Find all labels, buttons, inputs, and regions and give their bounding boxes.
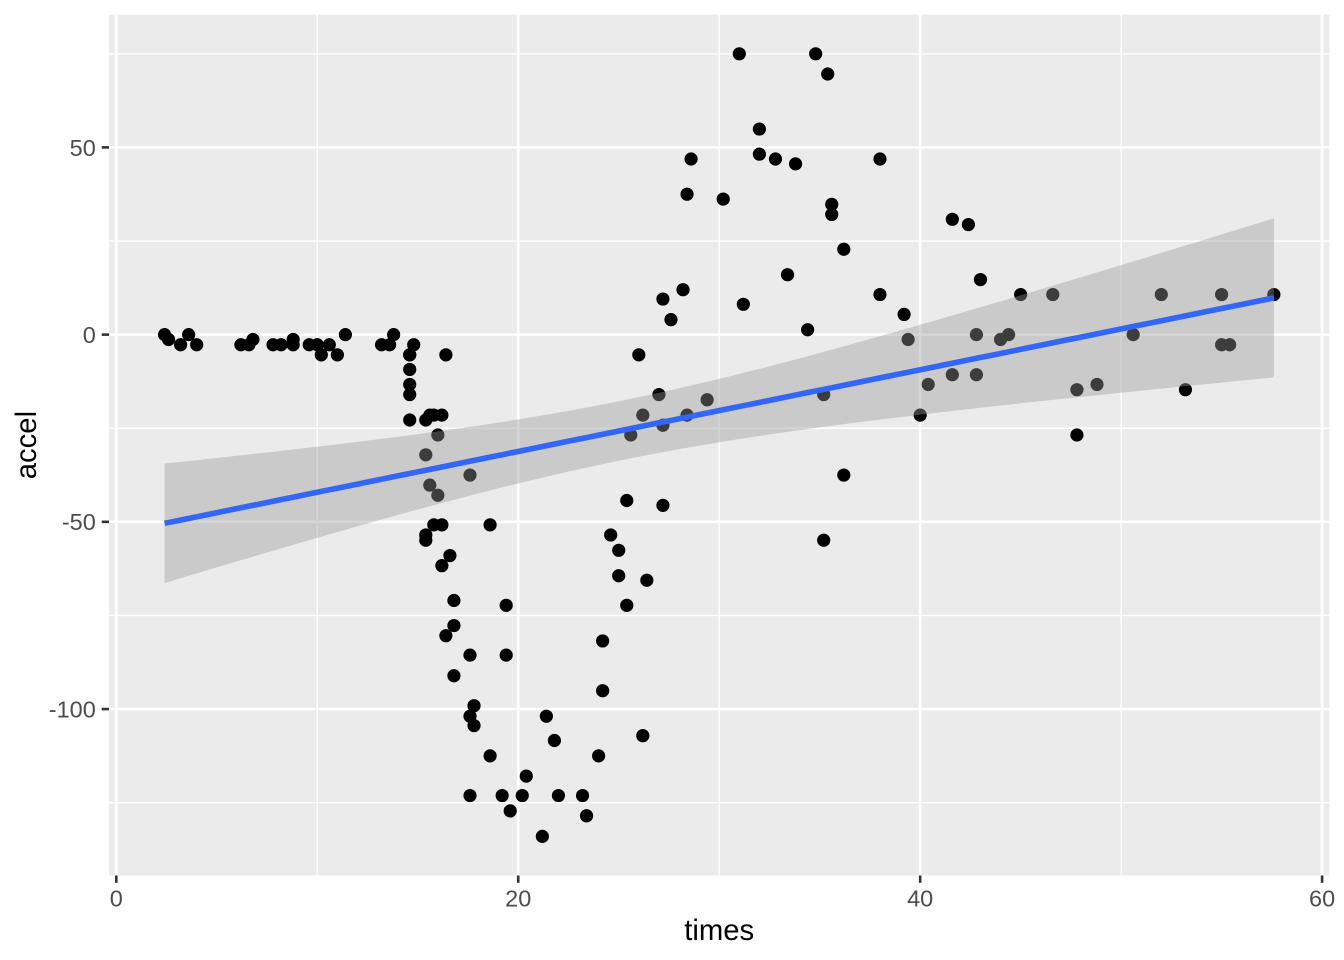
svg-text:50: 50 — [70, 135, 96, 161]
svg-text:-50: -50 — [62, 509, 96, 535]
svg-text:0: 0 — [110, 886, 123, 912]
svg-text:0: 0 — [83, 322, 96, 348]
svg-text:40: 40 — [907, 886, 933, 912]
svg-text:-100: -100 — [49, 696, 96, 722]
svg-text:20: 20 — [505, 886, 531, 912]
svg-text:60: 60 — [1309, 886, 1335, 912]
svg-text:times: times — [684, 914, 754, 947]
svg-text:accel: accel — [10, 411, 43, 479]
